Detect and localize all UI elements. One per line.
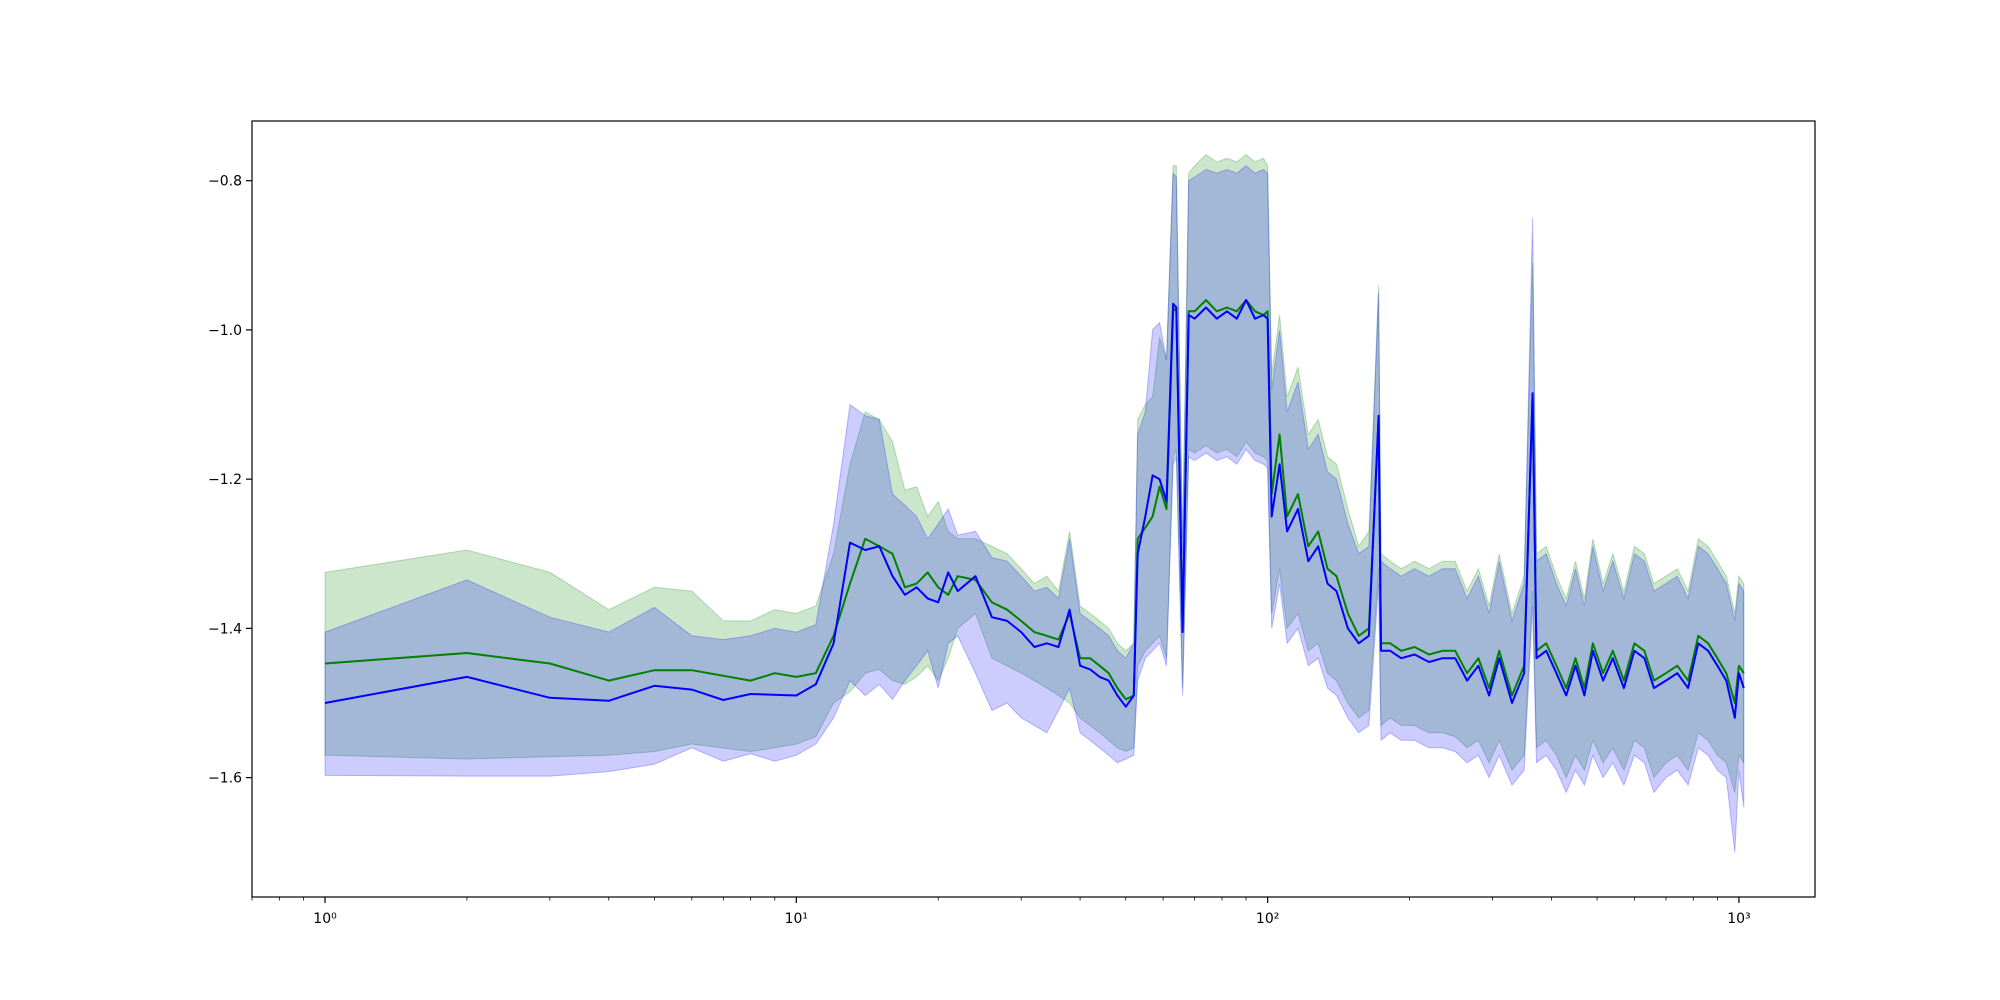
y-tick-label-2: −1.2 bbox=[208, 472, 242, 488]
y-tick-label-3: −1.4 bbox=[208, 621, 242, 637]
y-axis: −0.8 −1.0 −1.2 −1.4 −1.6 bbox=[208, 174, 252, 787]
x-tick-label-2: 10² bbox=[1256, 911, 1279, 927]
x-tick-label-0: 10⁰ bbox=[313, 911, 337, 927]
x-axis: 10⁰ 10¹ 10² 10³ bbox=[251, 897, 1751, 927]
y-tick-label-4: −1.6 bbox=[208, 771, 242, 787]
plot-frame bbox=[251, 120, 1816, 898]
series-1-band bbox=[324, 165, 1745, 853]
x-tick-label-1: 10¹ bbox=[785, 911, 808, 927]
series-0-line bbox=[324, 299, 1745, 704]
y-tick-label-1: −1.0 bbox=[208, 323, 242, 339]
x-tick-label-3: 10³ bbox=[1727, 911, 1750, 927]
y-tick-label-0: −0.8 bbox=[208, 174, 242, 190]
series-lines bbox=[324, 299, 1745, 719]
series-1-line bbox=[324, 299, 1745, 719]
